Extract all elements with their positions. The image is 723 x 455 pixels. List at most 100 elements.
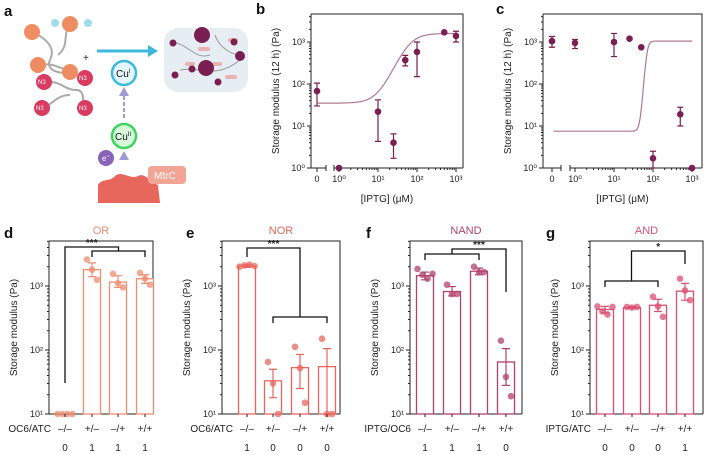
x-tick-label: 10²	[646, 174, 659, 184]
replicate-point	[114, 280, 122, 287]
replicate-point	[429, 270, 436, 278]
bar	[82, 269, 102, 415]
replicate-point	[136, 269, 144, 277]
plus-sign: +	[83, 53, 89, 64]
replicate-point	[654, 303, 662, 310]
data-point	[401, 56, 409, 64]
x-tick-label: 10¹	[371, 174, 384, 184]
replicate-point	[443, 281, 451, 288]
chart-panel-e: 10¹ 10² 10³ Storage modulus (Pa) NOR –/– 1 +/– 0…	[182, 225, 341, 454]
data-point	[688, 164, 696, 172]
replicate-point	[480, 268, 488, 276]
y-tick-label: 10²	[391, 345, 404, 355]
panel-letter-f: f	[366, 225, 372, 242]
plot-frame	[542, 13, 703, 168]
reaction-arrow-icon	[97, 45, 158, 57]
replicate-point	[109, 270, 117, 278]
replicate-point	[64, 410, 71, 418]
significance-bracket	[604, 250, 686, 287]
logic-output: 1	[89, 443, 95, 454]
bar	[675, 290, 695, 415]
replicate-point	[424, 275, 431, 283]
data-point	[374, 108, 382, 115]
data-point	[626, 35, 633, 42]
replicate-point	[681, 287, 689, 294]
replicate-point	[146, 281, 154, 288]
replicate-point	[686, 296, 694, 304]
error-bar	[390, 133, 397, 159]
replicate-point	[264, 358, 272, 366]
cu-i-icon: CuI	[110, 59, 138, 87]
y-tick-label: 10³	[391, 281, 404, 291]
condition-label: +/+	[138, 424, 153, 435]
fit-curve	[553, 40, 692, 132]
replicate-point	[54, 410, 61, 418]
condition-label: –/–	[418, 424, 432, 435]
condition-label: –/+	[293, 424, 307, 435]
logic-output: 1	[476, 443, 482, 454]
data-point	[335, 164, 343, 172]
condition-label: –/–	[240, 424, 254, 435]
significance-label: ***	[86, 238, 98, 249]
replicate-point	[69, 410, 76, 418]
y-tick-label: 10²	[571, 345, 584, 355]
data-point	[413, 48, 421, 56]
mtrc-protein-icon: MtrC	[98, 166, 186, 203]
logic-output: 0	[655, 443, 661, 454]
electron-charge: −	[106, 154, 110, 160]
x-tick-label: 0	[549, 174, 554, 184]
replicate-point	[236, 263, 243, 271]
replicate-point	[502, 373, 510, 381]
azide-label: N3	[79, 76, 87, 82]
charts: 10⁰ 10¹ 10² 10³ Storage modulus (12 h) (Pa) 0…	[8, 13, 704, 454]
svg-text:CuII: CuII	[115, 132, 131, 143]
cu-ii-label: Cu	[115, 132, 128, 143]
replicate-point	[419, 271, 426, 279]
bar	[135, 278, 155, 415]
chart-panel-g: 10¹ 10² 10³ Storage modulus (Pa) AND –/– 0 +/– 0…	[546, 225, 704, 454]
y-axis-label: Storage modulus (12 h) (Pa)	[503, 28, 514, 154]
condition-label: –/–	[598, 424, 612, 435]
replicate-point	[507, 392, 515, 400]
replicate-point	[649, 293, 657, 301]
panel-letter-g: g	[546, 225, 555, 242]
bar	[622, 306, 642, 415]
panel-a-schematic: a N3 N3 N3 N3 + CuI	[4, 3, 248, 203]
replicate-point	[251, 262, 258, 270]
cu-ii-icon: CuII	[110, 122, 138, 150]
replicate-point	[88, 266, 96, 273]
logic-output: 0	[602, 443, 608, 454]
replicate-point	[497, 337, 505, 344]
plot-frame	[409, 240, 523, 414]
y-tick-label: 10³	[292, 37, 305, 47]
data-point	[313, 87, 321, 95]
y-tick-label: 10¹	[292, 121, 305, 131]
error-bar	[375, 99, 381, 142]
replicate-point	[470, 263, 478, 271]
replicate-point	[453, 290, 461, 298]
logic-output: 0	[270, 443, 276, 454]
replicate-point	[414, 265, 421, 273]
replicate-point	[594, 303, 601, 310]
replicate-point	[301, 399, 309, 407]
significance-bracket	[64, 246, 146, 383]
logic-output: 0	[297, 443, 303, 454]
condition-label: –/+	[651, 424, 665, 435]
y-tick-label: 10¹	[203, 409, 216, 419]
data-point	[390, 139, 397, 147]
azide-monomer-icon	[34, 70, 93, 116]
condition-label: +/–	[85, 424, 100, 435]
hydrogel-network-icon	[164, 27, 248, 92]
chart-panel-c: 10⁰ 10¹ 10² 10³ Storage modulus (12 h) (Pa) 0…	[503, 13, 703, 205]
logic-output: 0	[324, 443, 330, 454]
alkyne-monomer-icon	[24, 16, 78, 80]
y-tick-label: 10³	[203, 281, 216, 291]
bar	[469, 270, 489, 415]
replicate-point	[296, 364, 304, 372]
condition-label: –/–	[58, 424, 72, 435]
data-point	[452, 32, 460, 40]
logic-output: 1	[244, 443, 250, 454]
cu-ii-oxidation: II	[128, 132, 132, 138]
replicate-point	[659, 313, 667, 321]
